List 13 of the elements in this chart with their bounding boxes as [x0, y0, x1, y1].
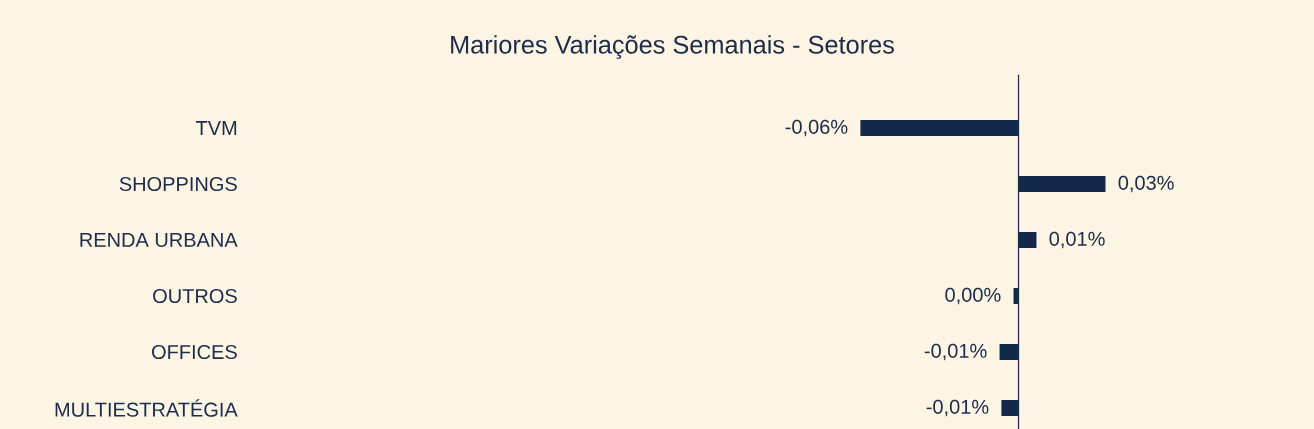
y-tick-label: OUTROS	[153, 288, 237, 304]
data-label: 0,01%	[1049, 231, 1105, 249]
chart-title: Mariores Variações Semanais - Setores	[451, 35, 894, 59]
y-tick-label: MULTIESTRATÉGIA	[55, 399, 238, 417]
data-label: 0,00%	[945, 287, 1001, 305]
y-tick-label: RENDA URBANA	[80, 233, 238, 247]
y-tick-label: OFFICES	[152, 344, 237, 360]
data-label: -0,06%	[785, 119, 848, 137]
data-label: -0,01%	[924, 343, 987, 361]
y-tick-label: SHOPPINGS	[119, 176, 237, 192]
data-label: -0,01%	[926, 399, 989, 417]
y-tick-label: TVM	[195, 121, 237, 135]
data-label: 0,03%	[1118, 175, 1174, 193]
